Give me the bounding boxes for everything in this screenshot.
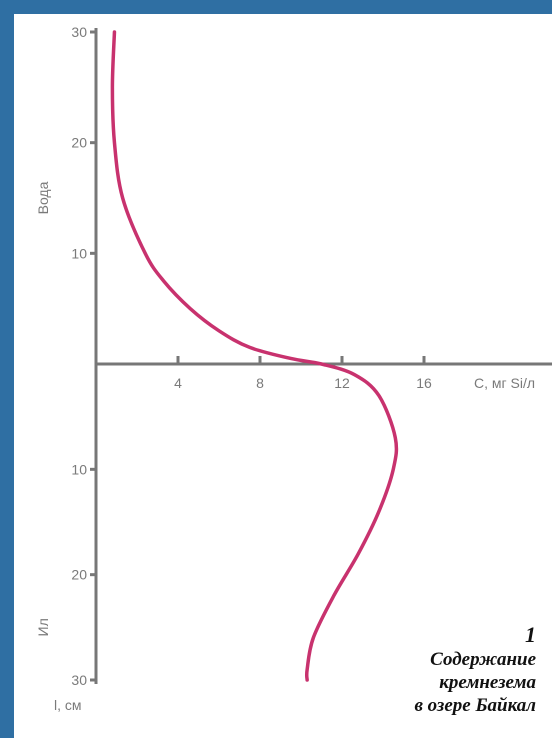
x-tick-label: 4 — [174, 375, 182, 391]
x-tick-label: 12 — [334, 375, 350, 391]
caption-line-1: Содержание — [430, 649, 536, 670]
caption-line-3: в озере Байкал — [414, 695, 536, 716]
x-tick-label: 16 — [416, 375, 432, 391]
depth-unit-label: l, см — [54, 697, 82, 713]
lower-y-tick-label: 10 — [71, 461, 87, 477]
tick-marks — [90, 30, 426, 682]
x-tick-label: 8 — [256, 375, 264, 391]
caption-line-2: кремнезема — [439, 672, 536, 693]
silica-curve — [110, 30, 399, 682]
axis-titles: Вода Ил l, см C, мг Si/л — [35, 181, 535, 713]
lower-y-tick-label: 30 — [71, 672, 87, 688]
lower-axis-label: Ил — [35, 618, 51, 636]
upper-y-tick-label: 20 — [71, 135, 87, 151]
tick-labels: 10 20 30 10 20 30 4 8 12 16 — [71, 24, 432, 688]
upper-y-tick-label: 30 — [71, 24, 87, 40]
silica-profile-chart: 10 20 30 10 20 30 4 8 12 16 Вода Ил l, см C, мг S… — [35, 24, 552, 713]
upper-y-tick-label: 10 — [71, 245, 87, 261]
upper-axis-label: Вода — [35, 181, 51, 214]
lower-y-tick-label: 20 — [71, 567, 87, 583]
figure-number: 1 — [525, 622, 536, 647]
x-axis-label: C, мг Si/л — [474, 375, 535, 391]
figure-caption: 1 Содержание кремнезема в озере Байкал — [414, 622, 536, 717]
axes — [94, 28, 552, 684]
figure-panel: 10 20 30 10 20 30 4 8 12 16 Вода Ил l, см C, мг S… — [14, 14, 552, 738]
